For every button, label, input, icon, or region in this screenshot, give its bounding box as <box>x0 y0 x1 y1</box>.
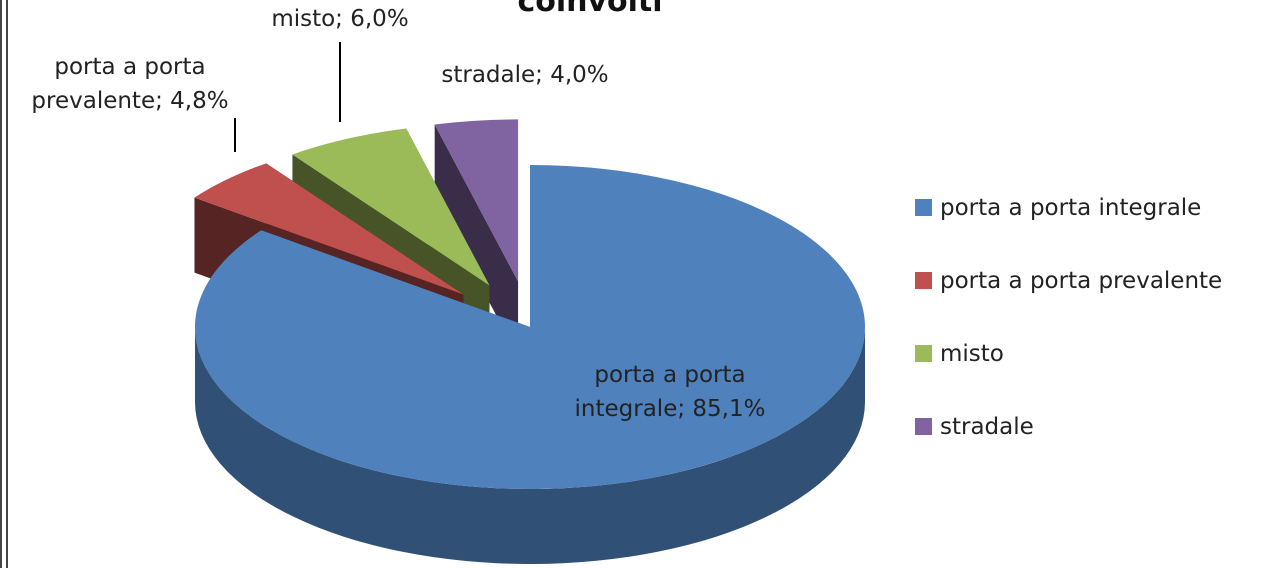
legend-label: porta a porta prevalente <box>940 268 1223 294</box>
chart-title: coinvolti <box>517 0 663 19</box>
pie-slice <box>434 119 519 282</box>
frame-border <box>0 0 8 568</box>
data-label: misto; 6,0% <box>271 6 409 32</box>
legend-label: stradale <box>940 414 1034 440</box>
data-label: porta a porta integrale; 85,1% <box>574 362 766 422</box>
pie-slice <box>195 165 866 489</box>
legend-label: misto <box>940 341 1004 367</box>
legend-swatch <box>915 199 932 216</box>
legend-item: porta a porta prevalente <box>915 268 1222 294</box>
data-label: porta a porta prevalente; 4,8% <box>31 54 229 114</box>
slice-wall <box>434 124 519 357</box>
data-label: stradale; 4,0% <box>441 62 609 88</box>
legend-swatch <box>915 418 932 435</box>
pie-slice <box>292 128 490 286</box>
legend-swatch <box>915 272 932 289</box>
legend-item: porta a porta integrale <box>915 195 1201 221</box>
legend-label: porta a porta integrale <box>940 195 1202 221</box>
pie-slice <box>194 163 464 295</box>
legend-swatch <box>915 345 932 362</box>
slice-side <box>195 327 865 564</box>
legend-item: misto <box>915 341 1004 367</box>
legend-item: stradale <box>915 414 1034 440</box>
